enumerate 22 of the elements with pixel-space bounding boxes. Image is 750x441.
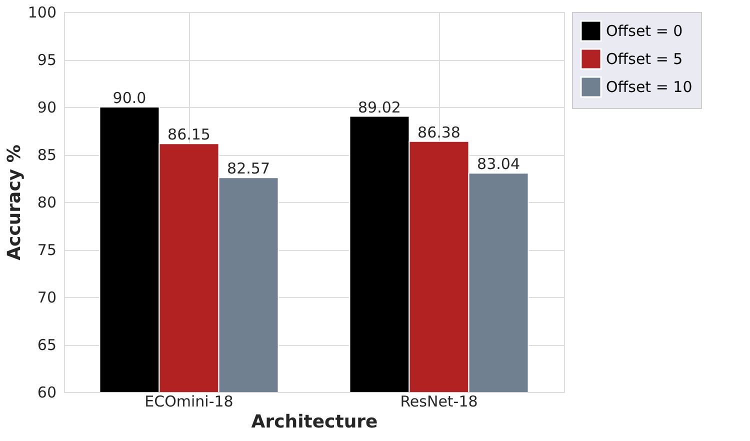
data-label: 86.15 (168, 126, 210, 144)
y-tick-label: 80 (37, 194, 56, 212)
y-tick-label: 100 (28, 4, 56, 22)
data-label: 89.02 (358, 98, 401, 116)
x-axis-title: Architecture (251, 412, 378, 432)
x-tick-label: ResNet-18 (400, 392, 478, 410)
y-tick-label: 70 (37, 288, 56, 306)
data-label: 82.57 (227, 160, 270, 178)
legend-label: Offset = 0 (606, 22, 683, 40)
legend-label: Offset = 10 (606, 78, 692, 96)
data-label: 86.38 (418, 123, 460, 142)
y-tick-label: 85 (37, 146, 56, 164)
y-tick-label: 65 (37, 336, 56, 354)
y-tick-label: 95 (37, 51, 56, 69)
legend-label: Offset = 5 (606, 50, 683, 68)
x-tick-label: ECOmini-18 (144, 392, 234, 410)
y-axis-title: Accuracy % (4, 144, 25, 260)
y-tick-label: 75 (37, 241, 56, 259)
y-tick-label: 90 (37, 98, 56, 116)
y-tick-label: 60 (37, 384, 56, 402)
data-label: 83.04 (477, 155, 520, 174)
data-label: 90.0 (112, 89, 146, 107)
